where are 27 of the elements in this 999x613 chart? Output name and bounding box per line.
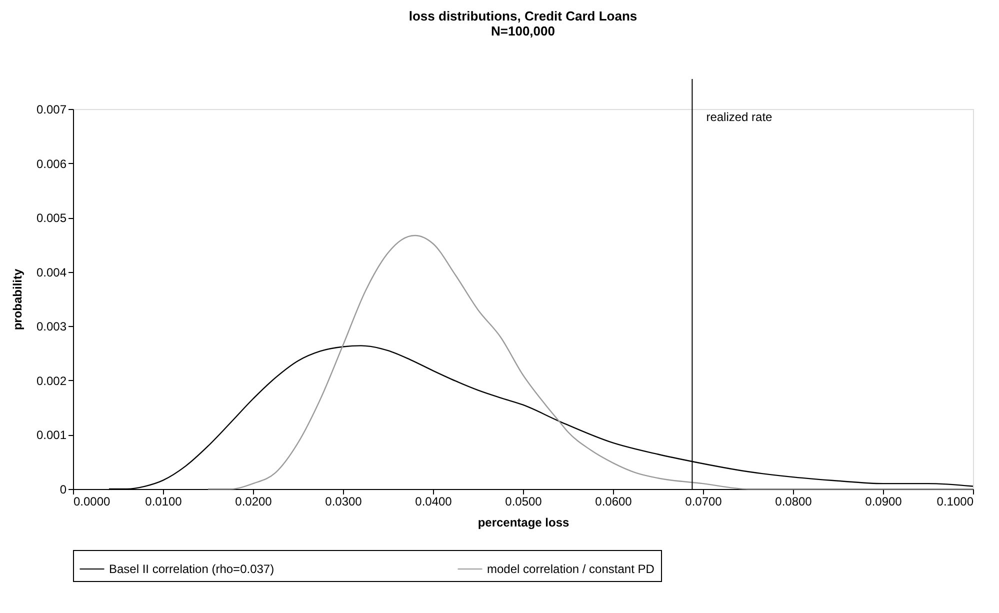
y-tick-label: 0.002 — [36, 374, 67, 388]
y-tick-label: 0.005 — [36, 211, 67, 226]
x-tick-label: 0.1000 — [936, 494, 974, 508]
y-tick-label: 0 — [60, 482, 67, 496]
x-tick-label: 0.0200 — [235, 494, 272, 508]
line-series — [207, 234, 974, 490]
x-axis-title: percentage loss — [478, 516, 570, 530]
x-tick-label: 0.0500 — [505, 494, 542, 508]
x-tick-label: 0.0300 — [325, 494, 362, 508]
legend-label: model correlation / constant PD — [487, 562, 655, 576]
ref-line-label: realized rate — [706, 110, 773, 124]
x-tick-label: 0.0400 — [415, 494, 452, 508]
x-tick-label: 0.0000 — [74, 494, 111, 508]
y-tick-label: 0.007 — [36, 102, 67, 116]
x-tick-label: 0.0700 — [685, 494, 722, 508]
y-tick-label: 0.001 — [36, 428, 67, 442]
y-tick-label: 0.003 — [36, 320, 67, 334]
x-tick-label: 0.0600 — [595, 494, 632, 508]
y-tick-label: 0.006 — [36, 156, 67, 171]
legend-label: Basel II correlation (rho=0.037) — [109, 562, 274, 576]
y-tick-label: 0.004 — [36, 265, 67, 280]
x-tick-label: 0.0800 — [775, 494, 812, 508]
x-tick-label: 0.0100 — [145, 494, 182, 508]
chart-subtitle: N=100,000 — [491, 24, 555, 38]
y-axis-title: probability — [10, 268, 24, 330]
chart-title: loss distributions, Credit Card Loans — [408, 8, 638, 24]
x-tick-label: 0.0900 — [865, 494, 902, 508]
